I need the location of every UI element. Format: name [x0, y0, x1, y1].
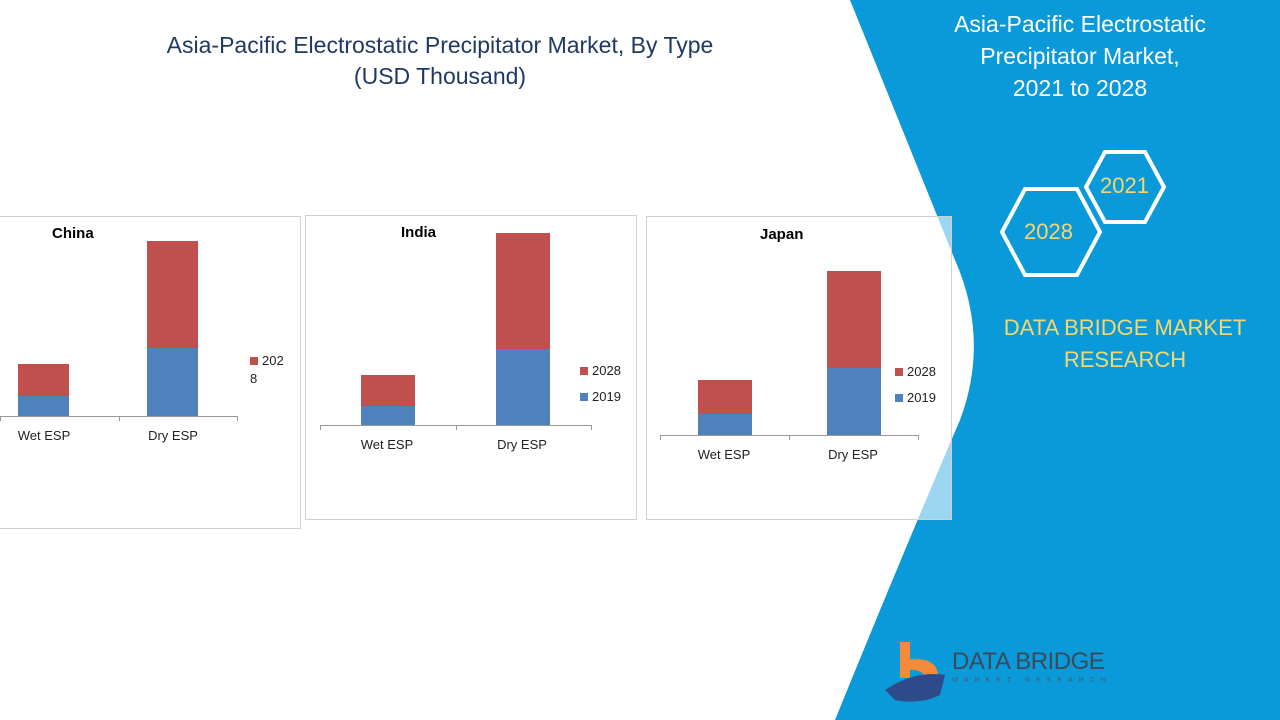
legend-swatch — [895, 368, 903, 376]
legend-item: 2019 — [580, 388, 621, 406]
legend-item: 2028 — [895, 363, 936, 381]
x-tick-label: Dry ESP — [497, 437, 547, 452]
legend-item: 202 8 — [250, 352, 284, 388]
legend-label: 2019 — [592, 389, 621, 404]
bar-2019-wet-esp — [698, 414, 752, 435]
hexagon-2028-icon — [999, 187, 1103, 277]
bar-2019-wet-esp — [18, 396, 69, 416]
hex-label-2028: 2028 — [1024, 219, 1073, 244]
x-tick-label: Wet ESP — [697, 447, 751, 462]
legend-swatch — [580, 393, 588, 401]
x-tick-label: Dry ESP — [828, 447, 878, 462]
bar-2028-wet-esp — [698, 380, 752, 414]
chart-title: India — [401, 224, 437, 241]
bar-2028-dry-esp — [827, 271, 881, 368]
legend-swatch — [250, 357, 258, 365]
bar-2019-dry-esp — [496, 349, 550, 425]
x-axis-tick — [789, 435, 790, 440]
x-axis-tick — [660, 435, 661, 440]
brand-line-1: DATA BRIDGE MARKET — [1003, 315, 1247, 340]
side-title: Asia-Pacific Electrostatic Precipitator M… — [930, 8, 1230, 104]
legend-swatch — [580, 367, 588, 375]
legend-label: 2028 — [592, 363, 621, 378]
chart-title: Japan — [760, 226, 804, 243]
bar-2028-dry-esp — [496, 233, 550, 349]
x-tick-label: Dry ESP — [148, 428, 198, 443]
legend-label: 202 8 — [250, 353, 284, 386]
page-title: Asia-Pacific Electrostatic Precipitator … — [120, 30, 760, 92]
blue-side-panel — [835, 0, 1280, 720]
x-axis-tick — [237, 416, 238, 421]
x-axis-tick — [591, 425, 592, 430]
bar-2019-wet-esp — [361, 406, 415, 425]
legend-label: 2028 — [907, 364, 936, 379]
legend-item: 2019 — [895, 389, 936, 407]
logo-text: DATA BRIDGE — [952, 648, 1105, 675]
bar-2028-dry-esp — [147, 241, 198, 348]
logo-icon — [885, 642, 945, 702]
chart-title: China — [52, 225, 94, 242]
title-line-2: (USD Thousand) — [353, 63, 527, 89]
brand-line-2: RESEARCH — [1063, 347, 1187, 372]
side-title-line-3: 2021 to 2028 — [1012, 75, 1148, 101]
side-title-line-2: Precipitator Market, — [980, 43, 1180, 69]
x-axis-tick — [918, 435, 919, 440]
x-axis-tick — [118, 416, 120, 421]
bar-2019-dry-esp — [147, 348, 198, 416]
logo-subtext: MARKET RESEARCH — [952, 677, 1112, 684]
title-line-1: Asia-Pacific Electrostatic Precipitator … — [166, 32, 714, 58]
x-axis-tick — [320, 425, 321, 430]
x-tick-label: Wet ESP — [17, 428, 71, 443]
x-axis-tick — [0, 416, 1, 421]
hexagon-2021-icon — [1083, 150, 1167, 224]
bar-2028-wet-esp — [361, 375, 415, 406]
legend-swatch — [895, 394, 903, 402]
x-tick-label: Wet ESP — [360, 437, 414, 452]
hex-label-2021: 2021 — [1100, 173, 1149, 198]
legend-item: 2028 — [580, 362, 621, 380]
legend-label: 2019 — [907, 390, 936, 405]
bar-2019-dry-esp — [827, 368, 881, 435]
side-title-line-1: Asia-Pacific Electrostatic — [954, 11, 1206, 37]
brand-text: DATA BRIDGE MARKET RESEARCH — [990, 312, 1260, 376]
bar-2028-wet-esp — [18, 364, 69, 396]
x-axis-tick — [455, 425, 457, 430]
